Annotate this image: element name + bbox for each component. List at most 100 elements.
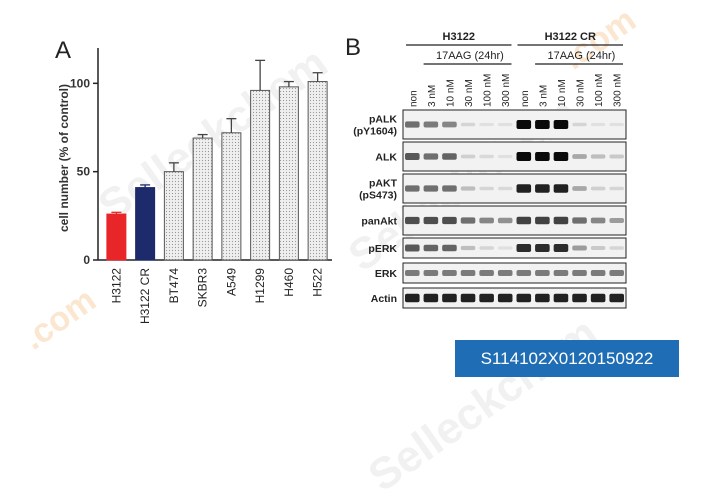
lane-label: 100 nM xyxy=(483,74,494,107)
band xyxy=(590,186,606,191)
bars xyxy=(106,59,328,261)
band xyxy=(405,244,420,252)
band xyxy=(479,217,494,224)
band xyxy=(497,270,513,276)
band xyxy=(516,216,532,225)
band xyxy=(572,217,587,224)
blot-frame xyxy=(402,287,627,309)
band xyxy=(442,216,457,225)
blot-frame xyxy=(402,205,627,236)
band xyxy=(479,154,494,159)
blot-label-line: pALK xyxy=(369,114,397,126)
lane-label: 100 nM xyxy=(594,74,605,107)
band xyxy=(497,246,513,250)
band xyxy=(460,293,476,303)
band xyxy=(479,270,494,276)
band xyxy=(516,293,532,303)
blot-label-line: ERK xyxy=(375,268,398,280)
catalog-label: S114102X0120150922 xyxy=(455,340,679,377)
group-label: H3122 xyxy=(443,31,475,43)
x-tick-label: SKBR3 xyxy=(196,268,210,308)
band xyxy=(609,246,624,250)
band xyxy=(479,293,494,303)
blot-row: pALK (pY1604) xyxy=(353,109,627,140)
band xyxy=(516,184,532,193)
band xyxy=(497,217,513,224)
blot-label: panAkt xyxy=(361,216,397,228)
band xyxy=(590,293,606,303)
band xyxy=(460,122,476,127)
x-tick-label: H3122 CR xyxy=(138,268,152,324)
band xyxy=(405,121,420,128)
band xyxy=(460,154,476,159)
figure: Selleckchem Selleckchem Selleckchem .com… xyxy=(16,1,679,501)
blot-label: ALK xyxy=(375,152,397,164)
band xyxy=(405,293,420,303)
bar-chart: A cell number (% of control) 0 50 100 H312… xyxy=(55,37,332,324)
lane-label: 300 nM xyxy=(501,74,512,107)
band xyxy=(553,120,569,129)
blot-label-line: panAkt xyxy=(361,216,397,228)
band xyxy=(535,243,550,253)
band xyxy=(609,154,624,159)
band xyxy=(423,185,439,192)
lane-label: 3 nM xyxy=(427,85,438,107)
panel-b-letter: B xyxy=(345,34,361,61)
band xyxy=(442,121,457,128)
lane-label: non xyxy=(520,90,531,107)
panel-a-letter: A xyxy=(55,37,71,64)
x-tick-label: H1299 xyxy=(253,268,267,304)
treatment-label: 17AAG (24hr) xyxy=(547,50,615,62)
blot-row: ALK xyxy=(375,141,627,172)
band xyxy=(442,270,457,276)
band xyxy=(442,293,457,303)
band xyxy=(535,270,550,276)
band xyxy=(497,122,513,127)
blot-label-line: (pS473) xyxy=(359,190,397,202)
y-tick-label: 0 xyxy=(83,253,90,267)
band xyxy=(479,122,494,127)
blot-rows: pALK (pY1604) ALK pAKT (pS473) panAkt pERK ERK A… xyxy=(353,109,627,309)
band xyxy=(553,184,569,193)
band xyxy=(572,270,587,276)
band xyxy=(460,186,476,191)
x-tick-label: H522 xyxy=(311,268,325,297)
band xyxy=(516,120,532,129)
band xyxy=(553,270,569,276)
band xyxy=(609,217,624,224)
band xyxy=(423,216,439,225)
blot-row: Actin xyxy=(371,287,627,309)
band xyxy=(423,153,439,160)
band xyxy=(609,293,624,303)
lane-label: 300 nM xyxy=(613,74,624,107)
band xyxy=(609,122,624,127)
band xyxy=(572,293,587,303)
band xyxy=(535,184,550,193)
band xyxy=(497,154,513,159)
band xyxy=(497,186,513,191)
blot-label: pALK (pY1604) xyxy=(353,114,397,138)
y-axis-label: cell number (% of control) xyxy=(57,84,71,232)
band xyxy=(516,270,532,276)
lane-label: 10 nM xyxy=(557,79,568,107)
blot-label-line: (pY1604) xyxy=(353,126,397,138)
blot-frame xyxy=(402,262,627,284)
x-tick-label: H3122 xyxy=(109,268,123,304)
band xyxy=(553,293,569,303)
blot-label: pAKT (pS473) xyxy=(359,178,398,202)
band xyxy=(609,186,624,191)
band xyxy=(405,153,420,160)
band xyxy=(590,270,606,276)
band xyxy=(590,217,606,224)
band xyxy=(516,152,532,161)
blot-frame xyxy=(402,109,627,140)
blot-label: ERK xyxy=(375,268,398,280)
band xyxy=(535,152,550,161)
band xyxy=(553,152,569,161)
band xyxy=(460,245,476,251)
band xyxy=(442,153,457,160)
band xyxy=(535,120,550,129)
band xyxy=(423,293,439,303)
band xyxy=(590,246,606,250)
band xyxy=(460,217,476,224)
